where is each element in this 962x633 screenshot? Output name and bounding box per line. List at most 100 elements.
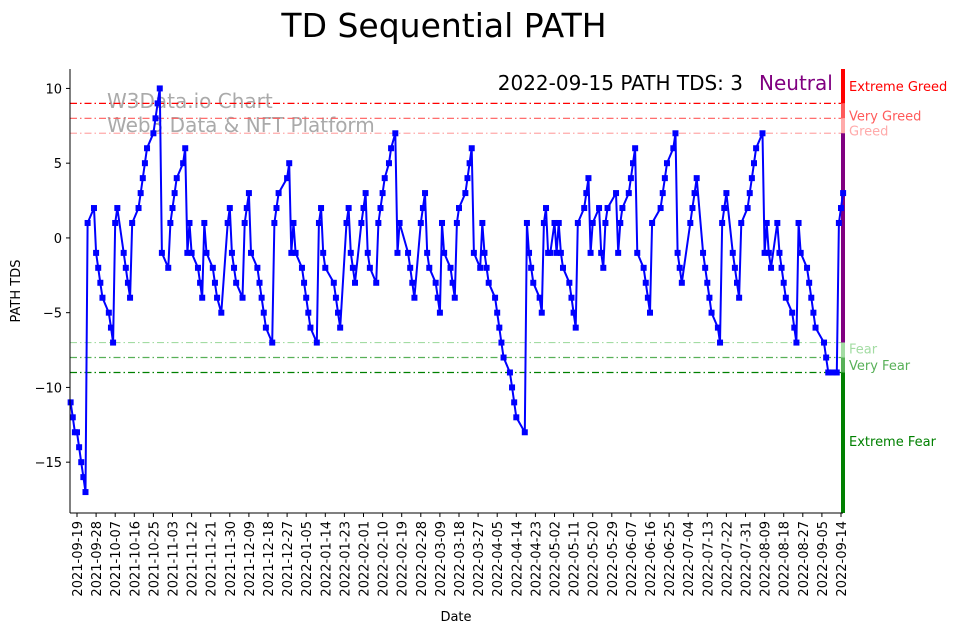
data-point [750, 160, 757, 167]
data-point [795, 219, 802, 226]
data-point [778, 264, 785, 271]
data-point [434, 294, 441, 301]
data-point [753, 145, 760, 152]
data-point [568, 294, 575, 301]
data-point [704, 279, 711, 286]
data-point [782, 294, 789, 301]
x-tick-label: 2021-12-09 [243, 521, 258, 597]
data-point [632, 145, 639, 152]
data-point [736, 294, 743, 301]
data-point [122, 264, 129, 271]
axes [69, 69, 843, 514]
y-tick-label: 10 [45, 82, 62, 97]
data-point [97, 279, 104, 286]
data-point [640, 264, 647, 271]
data-point [468, 145, 475, 152]
data-point [604, 205, 611, 212]
x-tick-label: 2021-09-28 [90, 521, 105, 597]
data-point [303, 294, 310, 301]
data-point [538, 309, 545, 316]
data-point [776, 249, 783, 256]
data-point [714, 324, 721, 331]
data-point [231, 264, 238, 271]
data-point [360, 205, 367, 212]
data-point [347, 249, 354, 256]
data-point [708, 309, 715, 316]
data-point [530, 279, 537, 286]
data-point [674, 249, 681, 256]
x-tick-label: 2022-07-13 [701, 521, 716, 597]
data-point [129, 219, 136, 226]
data-point [596, 205, 603, 212]
data-point [432, 279, 439, 286]
y-tick-label: −10 [35, 381, 62, 396]
x-tick-label: 2021-11-21 [205, 521, 220, 597]
data-point [485, 279, 492, 286]
data-point [734, 279, 741, 286]
path-tds-series [67, 85, 847, 496]
data-point [634, 249, 641, 256]
data-point [396, 219, 403, 226]
data-point [284, 175, 291, 182]
data-point [332, 294, 339, 301]
data-point [248, 249, 255, 256]
data-point [810, 309, 817, 316]
y-tick-label: −5 [43, 307, 62, 322]
x-tick-label: 2022-01-23 [338, 521, 353, 597]
x-tick-label: 2021-12-18 [262, 521, 277, 597]
data-point [90, 205, 97, 212]
data-point [262, 324, 269, 331]
data-point [301, 279, 308, 286]
data-point [180, 160, 187, 167]
data-point [833, 369, 840, 376]
data-point [439, 219, 446, 226]
data-point [226, 205, 233, 212]
x-tick-label: 2022-07-31 [740, 521, 755, 597]
watermark: W3Data.io Chart Web3 Data & NFT Platform [107, 89, 375, 137]
x-tick-label: 2022-08-27 [797, 521, 812, 597]
data-point [224, 219, 231, 226]
data-point [449, 279, 456, 286]
data-point [197, 279, 204, 286]
data-point [385, 160, 392, 167]
data-point [199, 294, 206, 301]
data-point [526, 249, 533, 256]
data-point [551, 219, 558, 226]
x-tick-label: 2022-05-20 [587, 521, 602, 597]
data-point [672, 130, 679, 137]
data-point [689, 205, 696, 212]
data-point [765, 249, 772, 256]
data-point [152, 115, 159, 122]
data-point [812, 324, 819, 331]
data-point [335, 309, 342, 316]
x-tick-label: 2022-08-18 [778, 521, 793, 597]
data-point [462, 190, 469, 197]
data-point [589, 219, 596, 226]
data-point [95, 264, 102, 271]
y-tick-label: −15 [35, 456, 62, 471]
data-point [657, 205, 664, 212]
data-point [617, 219, 624, 226]
data-point [110, 339, 117, 346]
data-point [158, 249, 165, 256]
data-point [453, 219, 460, 226]
data-point [441, 249, 448, 256]
data-point [377, 205, 384, 212]
data-point [585, 175, 592, 182]
data-point [275, 190, 282, 197]
data-point [574, 219, 581, 226]
x-tick-label: 2022-05-11 [568, 521, 583, 597]
data-point [447, 264, 454, 271]
data-point [825, 369, 832, 376]
data-point [315, 219, 322, 226]
watermark-line-1: W3Data.io Chart [107, 89, 273, 113]
data-point [144, 145, 151, 152]
x-tick-label: 2022-09-14 [835, 521, 850, 597]
data-point [124, 279, 131, 286]
data-point [479, 219, 486, 226]
data-point [774, 219, 781, 226]
data-point [572, 324, 579, 331]
data-point [93, 249, 100, 256]
data-point [165, 264, 172, 271]
data-point [687, 219, 694, 226]
